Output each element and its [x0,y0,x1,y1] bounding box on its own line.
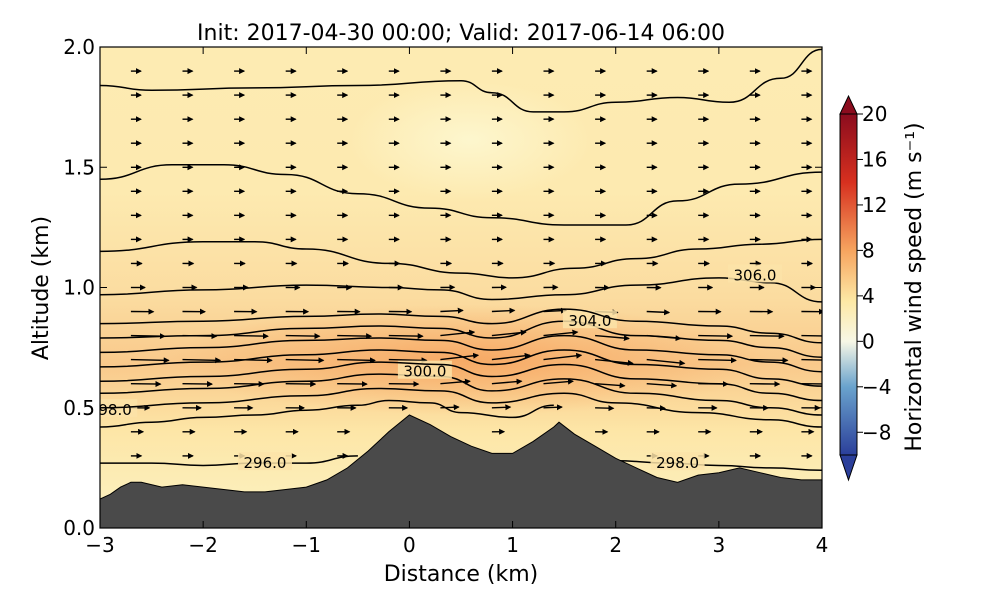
isentrope-line [100,308,822,344]
wind-vector [182,357,222,364]
wind-vector [595,382,626,389]
wind-vector [698,333,734,340]
wind-vector [646,309,671,316]
colorbar-tick-label: 8 [862,238,875,262]
x-axis-ticks: −3 −2 −1 0 1 2 3 4 [85,47,828,557]
colorbar-tick-label: 20 [862,102,887,126]
isentrope-label-bg [238,452,292,471]
isentrope-line [100,349,822,387]
wind-vector [543,329,579,337]
x-tick-label: −2 [188,533,217,557]
y-tick-label: 0.5 [63,396,95,420]
y-tick-label: 0.0 [63,516,95,540]
wind-vector [749,333,785,340]
wind-vector [646,358,686,366]
isentrope-line [100,387,822,428]
colorbar-tick-label: −8 [862,420,891,444]
wind-vector [234,333,269,340]
wind-vector [801,358,822,361]
isentrope-label-bg [728,264,782,283]
isentrope-line [100,455,358,467]
isentrope-label: 300.0 [403,363,446,381]
isentrope-line [100,373,822,416]
wind-vector [440,352,480,361]
colorbar-tick-label: 4 [862,284,875,308]
colorbar-tick-label: 16 [862,147,887,171]
wind-vector [388,357,428,364]
wind-vector [285,357,325,364]
wind-vector [130,357,170,364]
wind-vector [337,357,376,364]
x-axis-label: Distance (km) [384,562,539,587]
y-axis-ticks: 0.0 0.5 1.0 1.5 2.0 [63,35,822,540]
x-tick-label: −3 [85,533,114,557]
y-tick-label: 2.0 [63,35,95,59]
colorbar-tick-label: 0 [862,329,875,353]
x-tick-label: 4 [816,533,829,557]
isentrope-label: 304.0 [568,312,611,330]
x-tick-label: 3 [712,533,725,557]
colorbar-top-extension [839,94,858,115]
y-tick-label: 1.0 [63,276,95,300]
isentrope-line [100,334,822,373]
wind-vector [440,329,476,337]
isentrope-contours: 296.0 298.0 298.0 300.0 304.0 306.0 [89,48,822,472]
colorbar-ticks: −8 −4 0 4 8 12 16 20 [857,102,891,444]
isentrope-line [100,164,822,226]
wind-vector [543,404,563,411]
colorbar-label: Horizontal wind speed (m s⁻¹) [902,122,927,451]
y-tick-label: 1.5 [63,155,95,179]
isentrope-label: 306.0 [734,267,777,285]
plot-area: 296.0 298.0 298.0 300.0 304.0 306.0 [89,47,822,528]
wind-vector [595,334,630,342]
wind-vector [801,334,822,337]
isentrope-line [615,459,822,472]
wind-vector [749,357,789,364]
isentrope-label-bg [650,452,705,471]
isentrope-line [100,320,822,358]
isentrope-line [100,399,554,428]
colorbar-scale [839,113,858,456]
wind-vector [491,307,516,314]
y-axis-label: Altitude (km) [29,216,54,360]
wind-vector [285,333,321,340]
wind-vector [646,382,678,389]
upper-calm-region [350,80,590,200]
wind-vector [543,378,574,385]
colorbar-bottom-extension [839,454,858,482]
wind-vector [491,404,512,411]
wind-vector [491,352,531,361]
chart-title: Init: 2017-04-30 00:00; Valid: 2017-06-1… [197,21,725,46]
wind-vector [543,307,567,314]
isentrope-line [100,361,822,402]
colorbar-tick-label: −4 [862,375,891,399]
isentrope-label: 298.0 [89,401,132,419]
isentrope-line [100,238,822,279]
wind-vector [337,333,373,340]
x-tick-label: −1 [292,533,321,557]
wind-vector [698,357,737,364]
wind-vector [440,404,460,411]
isentrope-label-bg [562,310,617,329]
wind-vector [440,307,464,314]
isentrope-line [100,277,822,303]
wind-vector [543,352,583,361]
isentrope-label: 296.0 [244,454,287,472]
terrain [100,414,822,528]
colorbar: −8 −4 0 4 8 12 16 20 Horizontal wind speed (m s… [839,94,927,482]
wind-vector [595,405,615,412]
isentrope-line [100,48,822,113]
x-tick-label: 0 [403,533,416,557]
x-tick-label: 2 [609,533,622,557]
wind-vector [440,378,471,385]
wind-vector [388,333,424,340]
isentrope-label: 298.0 [656,454,699,472]
wind-vector [491,378,523,385]
colorbar-tick-label: 12 [862,193,887,217]
x-tick-label: 1 [506,533,519,557]
